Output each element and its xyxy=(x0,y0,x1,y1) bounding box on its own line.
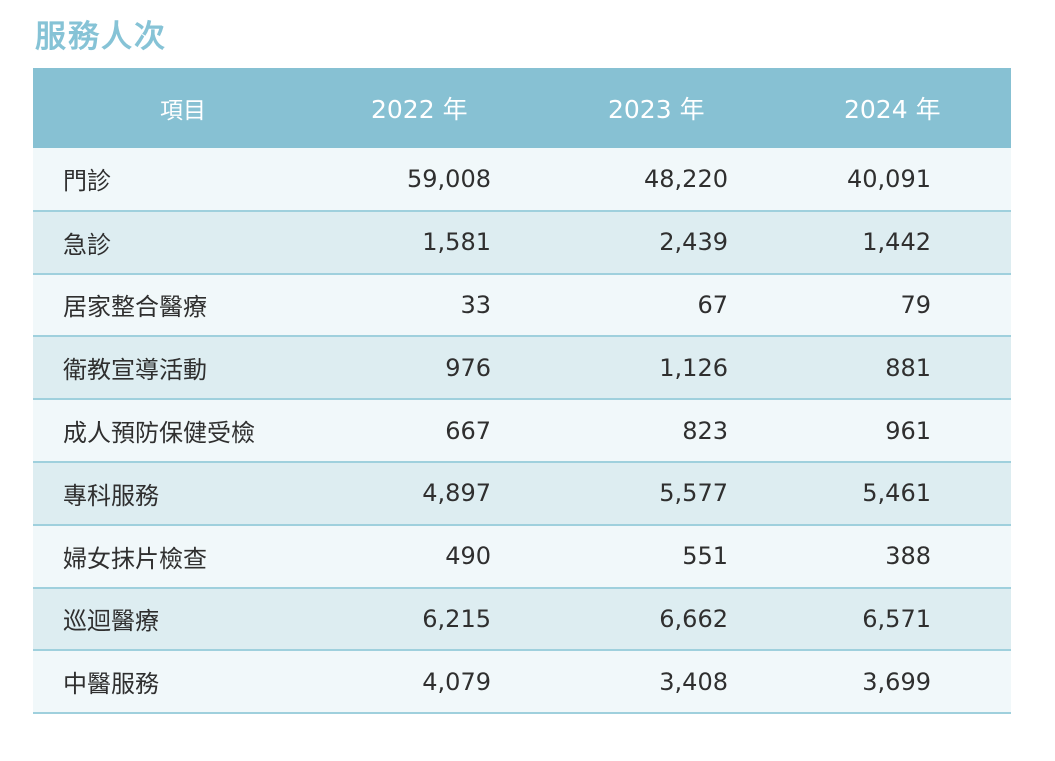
table-row: 門診 59,008 48,220 40,091 xyxy=(33,148,1011,211)
cell-2022: 667 xyxy=(445,416,491,445)
column-header-2023: 2023 年 xyxy=(608,95,705,124)
cell-2023: 5,577 xyxy=(659,479,728,508)
row-label: 成人預防保健受檢 xyxy=(63,419,255,448)
table-row: 成人預防保健受檢 667 823 961 xyxy=(33,399,1011,462)
cell-2024: 961 xyxy=(885,416,931,445)
column-header-2022: 2022 年 xyxy=(371,95,468,124)
row-label: 專科服務 xyxy=(63,481,159,510)
table-row: 急診 1,581 2,439 1,442 xyxy=(33,210,1011,274)
column-header-item: 項目 xyxy=(160,98,206,124)
cell-2024: 3,699 xyxy=(862,667,931,696)
cell-2023: 48,220 xyxy=(644,164,728,193)
row-label: 婦女抹片檢查 xyxy=(63,544,207,573)
cell-2023: 2,439 xyxy=(659,228,728,257)
row-label: 居家整合醫療 xyxy=(63,293,207,322)
table-row: 衛教宣導活動 976 1,126 881 xyxy=(33,336,1011,400)
cell-2023: 3,408 xyxy=(659,667,728,696)
table-row: 婦女抹片檢查 490 551 388 xyxy=(33,524,1011,588)
table-row: 居家整合醫療 33 67 79 xyxy=(33,273,1011,337)
cell-2022: 1,581 xyxy=(422,228,491,257)
cell-2022: 490 xyxy=(445,542,491,571)
page-title: 服務人次 xyxy=(35,19,167,55)
cell-2022: 59,008 xyxy=(407,164,491,193)
row-label: 巡迴醫療 xyxy=(63,607,159,636)
cell-2024: 79 xyxy=(900,290,931,319)
cell-2024: 881 xyxy=(885,353,931,382)
table-header-row: 項目 2022 年 2023 年 2024 年 xyxy=(33,68,1011,148)
row-label: 衛教宣導活動 xyxy=(63,356,207,385)
cell-2024: 5,461 xyxy=(862,479,931,508)
cell-2023: 823 xyxy=(682,416,728,445)
row-label: 門診 xyxy=(63,167,111,196)
cell-2023: 67 xyxy=(697,290,728,319)
cell-2023: 551 xyxy=(682,542,728,571)
cell-2024: 40,091 xyxy=(847,164,931,193)
table-row: 巡迴醫療 6,215 6,662 6,571 xyxy=(33,587,1011,651)
cell-2022: 4,897 xyxy=(422,479,491,508)
cell-2023: 6,662 xyxy=(659,604,728,633)
cell-2024: 6,571 xyxy=(862,604,931,633)
table-row: 專科服務 4,897 5,577 5,461 xyxy=(33,461,1011,525)
row-label: 急診 xyxy=(63,230,111,259)
table-row: 中醫服務 4,079 3,408 3,699 xyxy=(33,650,1011,714)
column-header-2024: 2024 年 xyxy=(844,95,941,124)
cell-2024: 1,442 xyxy=(862,228,931,257)
row-label: 中醫服務 xyxy=(63,670,159,699)
cell-2023: 1,126 xyxy=(659,353,728,382)
cell-2024: 388 xyxy=(885,542,931,571)
cell-2022: 6,215 xyxy=(422,604,491,633)
service-count-table: 項目 2022 年 2023 年 2024 年 門診 59,008 48,220 40… xyxy=(33,68,1011,714)
cell-2022: 33 xyxy=(460,290,491,319)
cell-2022: 4,079 xyxy=(422,667,491,696)
cell-2022: 976 xyxy=(445,353,491,382)
